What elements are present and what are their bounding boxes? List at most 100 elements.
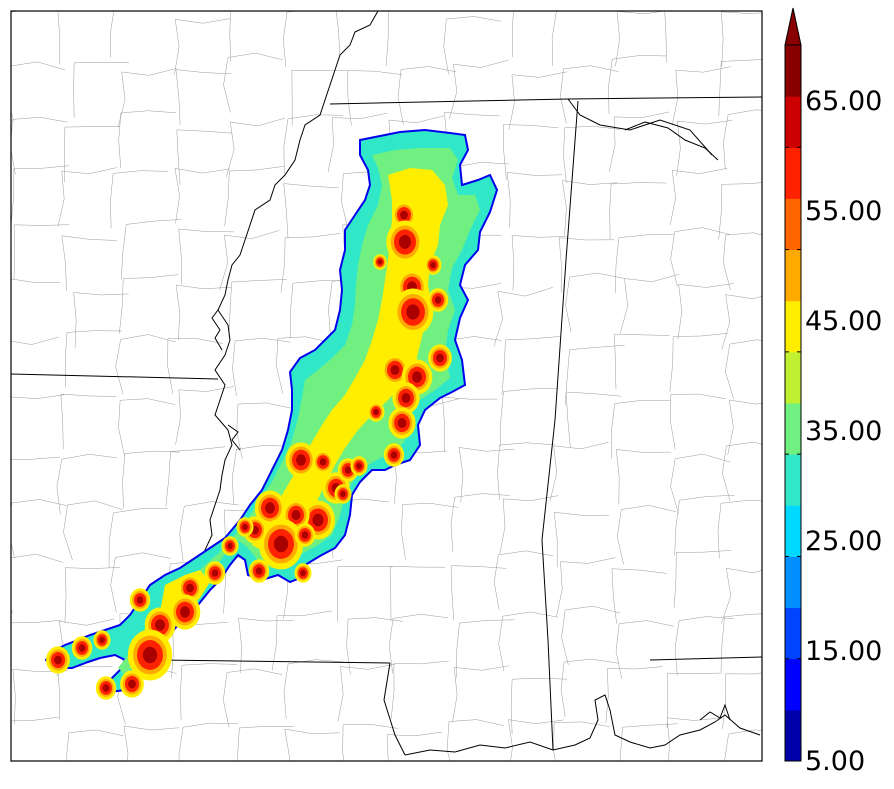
gulf-coastline xyxy=(404,694,761,756)
county-line xyxy=(724,729,762,761)
county-line xyxy=(497,442,555,501)
county-line xyxy=(450,565,507,621)
county-line xyxy=(389,566,446,622)
colorbar-segment xyxy=(785,454,801,506)
county-line xyxy=(228,279,287,338)
storm-cell xyxy=(242,523,248,531)
county-line xyxy=(64,567,121,623)
state-line-la-ms xyxy=(159,659,391,664)
county-line xyxy=(64,330,122,388)
map-frame xyxy=(10,10,763,762)
storm-cell xyxy=(373,408,379,416)
county-line xyxy=(165,446,226,507)
colorbar-segment xyxy=(785,351,801,404)
county-line xyxy=(64,126,120,183)
county-line xyxy=(284,728,340,761)
storm-cell xyxy=(255,567,263,575)
county-line xyxy=(226,117,286,178)
county-line xyxy=(510,677,568,735)
county-line xyxy=(347,70,403,126)
county-line xyxy=(499,495,559,554)
storm-cell xyxy=(301,531,309,539)
storm-cell xyxy=(397,417,407,429)
county-line xyxy=(501,336,561,395)
county-line xyxy=(674,616,735,676)
county-line xyxy=(498,611,558,672)
storm-cell xyxy=(390,364,400,376)
county-line xyxy=(178,722,239,761)
colorbar-tick-labels: 5.00 15.00 25.00 35.00 45.00 55.00 65.00 xyxy=(805,86,882,777)
colorbar-segment xyxy=(785,607,801,660)
state-line-al-fl xyxy=(649,656,762,661)
county-line xyxy=(327,112,388,173)
county-line xyxy=(677,283,734,340)
county-line xyxy=(450,493,510,553)
storm-cell xyxy=(406,304,420,320)
county-line xyxy=(565,391,622,448)
colorbar-tick-label: 5.00 xyxy=(805,746,865,777)
county-line xyxy=(446,719,505,761)
county-line xyxy=(670,453,731,514)
county-line xyxy=(123,725,179,761)
county-line xyxy=(11,165,69,224)
county-line xyxy=(493,287,553,347)
storm-cell xyxy=(54,655,62,665)
county-line xyxy=(390,660,449,719)
colorbar-segment xyxy=(785,198,801,251)
county-line xyxy=(11,553,64,614)
county-line xyxy=(175,69,231,125)
county-line xyxy=(551,11,557,66)
county-line xyxy=(120,219,182,280)
county-line xyxy=(61,235,117,291)
colorbar-segment xyxy=(785,709,801,762)
colorbar-segment xyxy=(785,147,801,199)
county-line xyxy=(110,170,169,229)
storm-cell xyxy=(99,636,105,644)
county-line xyxy=(605,666,663,724)
county-line xyxy=(721,294,762,350)
county-line xyxy=(73,61,130,118)
county-line xyxy=(721,11,762,67)
storm-cell xyxy=(319,458,327,466)
county-line xyxy=(611,399,670,459)
storm-cell xyxy=(434,296,442,304)
county-line xyxy=(619,273,680,334)
storm-cell xyxy=(102,684,110,692)
county-line xyxy=(11,116,68,175)
county-line xyxy=(73,292,129,348)
county-line xyxy=(718,59,762,117)
storm-cell xyxy=(390,451,398,459)
storm-cell xyxy=(300,569,306,577)
county-line xyxy=(723,232,762,291)
county-line xyxy=(722,441,762,502)
storm-cell xyxy=(398,235,412,249)
county-line xyxy=(13,224,70,280)
county-line xyxy=(11,278,61,283)
county-line xyxy=(291,70,347,126)
county-line xyxy=(280,233,341,293)
county-boundaries xyxy=(11,11,762,761)
storm-cell xyxy=(155,619,165,631)
county-line xyxy=(11,620,62,624)
county-line xyxy=(401,503,458,560)
county-line xyxy=(508,719,564,761)
storm-cell xyxy=(430,261,436,269)
county-line xyxy=(179,501,240,562)
county-line xyxy=(57,167,117,227)
county-line xyxy=(283,183,339,239)
county-line xyxy=(175,386,234,445)
county-line xyxy=(669,333,729,392)
county-line xyxy=(670,393,726,450)
colorbar-tick-label: 45.00 xyxy=(805,306,882,337)
county-line xyxy=(609,182,667,240)
state-line-ms-al xyxy=(541,100,579,751)
river-meander xyxy=(211,309,223,351)
county-line xyxy=(346,617,404,675)
county-line xyxy=(60,393,116,450)
storm-cell xyxy=(436,353,444,363)
county-line xyxy=(176,129,232,185)
storm-cell xyxy=(291,509,301,521)
county-line xyxy=(452,665,510,723)
county-line xyxy=(449,59,509,120)
